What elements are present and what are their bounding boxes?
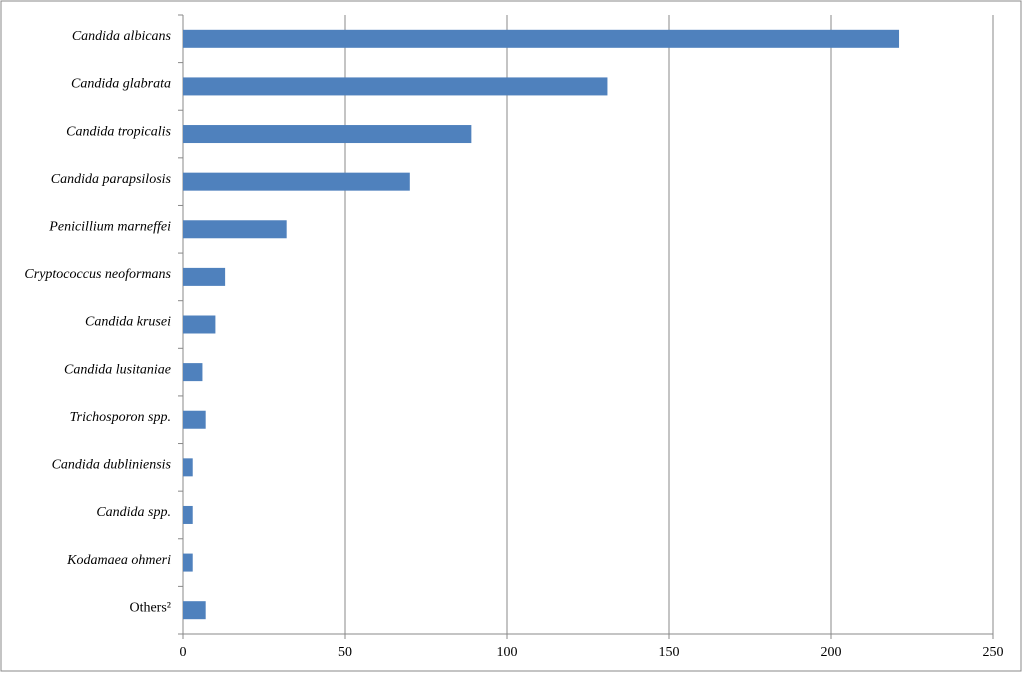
y-tick-label: Candida parapsilosis — [51, 172, 172, 187]
bar — [183, 29, 900, 48]
y-tick-label: Candida lusitaniae — [64, 362, 171, 377]
y-tick-label: Kodamaea ohmeri — [66, 553, 171, 568]
x-tick-label: 50 — [338, 645, 352, 660]
y-tick-label: Candida glabrata — [71, 77, 171, 92]
y-tick-label: Others² — [129, 600, 171, 615]
y-tick-label: Candida spp. — [96, 505, 171, 520]
y-tick-label: Cryptococcus neoformans — [24, 267, 171, 282]
y-tick-label: Penicillium marneffei — [48, 219, 171, 234]
bar — [183, 315, 216, 334]
bar — [183, 458, 193, 477]
bar — [183, 553, 193, 572]
bar — [183, 220, 287, 239]
bar — [183, 601, 206, 620]
bar — [183, 267, 226, 286]
bar — [183, 505, 193, 524]
bar — [183, 363, 203, 382]
bar — [183, 410, 206, 429]
y-tick-label: Trichosporon spp. — [70, 410, 171, 425]
bar — [183, 125, 472, 144]
y-tick-label: Candida tropicalis — [66, 124, 171, 139]
bar — [183, 172, 410, 191]
y-tick-label: Candida dubliniensis — [52, 458, 172, 473]
x-tick-label: 100 — [497, 645, 518, 660]
x-tick-label: 0 — [180, 645, 187, 660]
x-tick-label: 150 — [659, 645, 680, 660]
y-tick-label: Candida krusei — [85, 315, 171, 330]
y-tick-label: Candida albicans — [72, 29, 172, 44]
bar — [183, 77, 608, 96]
x-tick-label: 200 — [821, 645, 842, 660]
x-tick-label: 250 — [983, 645, 1004, 660]
